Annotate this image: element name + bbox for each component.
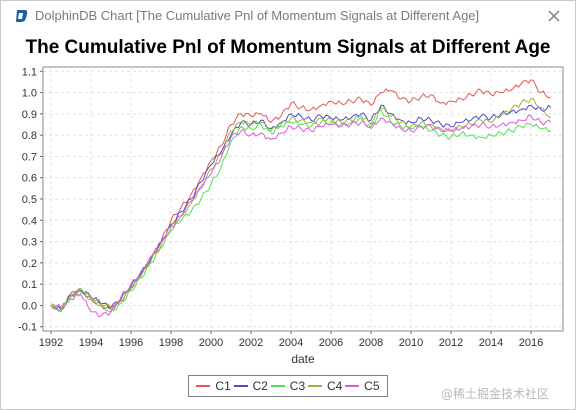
y-tick-label: 0.9 xyxy=(22,109,37,121)
legend-item-c2: C2 xyxy=(233,379,268,393)
legend-label: C5 xyxy=(364,379,380,393)
window-title: DolphinDB Chart [The Cumulative Pnl of M… xyxy=(35,8,480,23)
x-axis-label: date xyxy=(291,352,315,366)
legend-swatch xyxy=(345,385,360,387)
y-tick-label: 0.6 xyxy=(22,173,37,185)
x-tick-label: 1994 xyxy=(79,337,103,349)
legend-label: C3 xyxy=(289,379,306,393)
series-line-c2 xyxy=(50,104,552,311)
legend-swatch xyxy=(270,385,285,387)
legend-item-c4: C4 xyxy=(307,379,343,393)
legend-label: C4 xyxy=(326,379,343,393)
x-tick-label: 2004 xyxy=(279,337,303,349)
x-tick-label: 2008 xyxy=(359,337,383,349)
y-tick-label: -0.1 xyxy=(18,322,37,334)
x-tick-label: 1996 xyxy=(119,337,143,349)
x-tick-label: 1992 xyxy=(39,337,63,349)
x-tick-label: 1998 xyxy=(159,337,183,349)
legend-label: C1 xyxy=(215,379,231,393)
dolphindb-logo-icon xyxy=(16,10,28,22)
x-tick-label: 2006 xyxy=(319,337,343,349)
x-tick-label: 2010 xyxy=(399,337,423,349)
x-tick-label: 2002 xyxy=(239,337,263,349)
series-line-c5 xyxy=(50,114,552,318)
series-line-c4 xyxy=(50,98,552,311)
legend-item-c3: C3 xyxy=(270,379,306,393)
y-tick-label: 0.3 xyxy=(22,237,37,249)
series-line-c3 xyxy=(50,108,552,313)
chart-legend: C1 C2 C3 C4 C5 xyxy=(188,375,388,397)
y-tick-label: 0.4 xyxy=(22,215,37,227)
legend-item-c5: C5 xyxy=(345,379,380,393)
legend-swatch xyxy=(233,385,248,387)
legend-swatch xyxy=(307,385,322,387)
y-tick-label: 0.1 xyxy=(22,279,37,291)
x-tick-label: 2012 xyxy=(439,337,463,349)
close-icon[interactable] xyxy=(545,7,563,25)
title-bar[interactable]: DolphinDB Chart [The Cumulative Pnl of M… xyxy=(1,1,575,31)
legend-swatch xyxy=(196,385,211,387)
x-tick-label: 2000 xyxy=(199,337,223,349)
y-tick-label: 0.5 xyxy=(22,194,37,206)
x-tick-label: 2016 xyxy=(519,337,543,349)
legend-item-c1: C1 xyxy=(196,379,231,393)
watermark-text: @稀土掘金技术社区 xyxy=(441,387,550,401)
y-tick-label: 0.0 xyxy=(22,300,37,312)
y-tick-label: 1.0 xyxy=(22,88,37,100)
legend-label: C2 xyxy=(252,379,268,393)
chart-title: The Cumulative Pnl of Momentum Signals a… xyxy=(25,37,551,58)
x-tick-label: 2014 xyxy=(479,337,503,349)
y-tick-label: 0.2 xyxy=(22,258,37,270)
y-tick-label: 0.7 xyxy=(22,151,37,163)
y-tick-label: 1.1 xyxy=(22,66,37,78)
y-tick-label: 0.8 xyxy=(22,130,37,142)
